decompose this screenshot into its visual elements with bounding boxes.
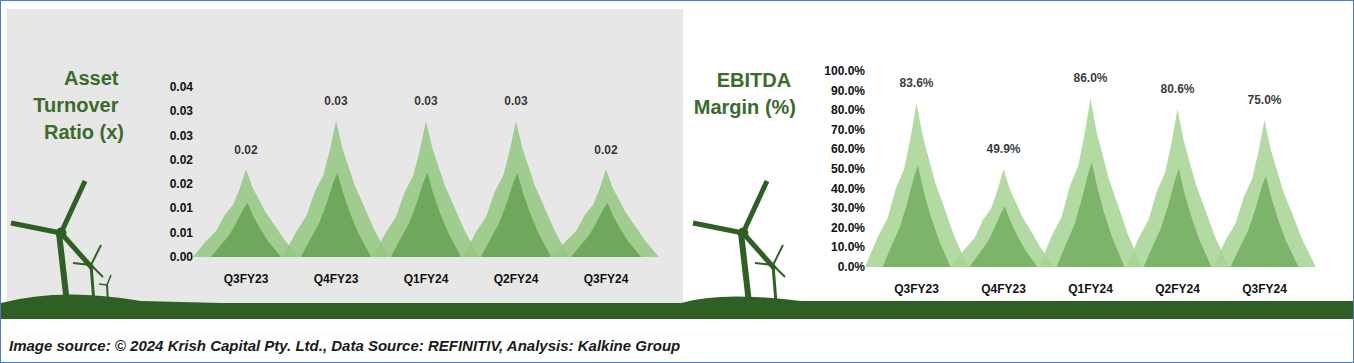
html-text:Image source: © 2024 Krish Cap: Image source: © 2024 Krish Capital Pty. … xyxy=(9,337,681,354)
svg-text:Q2FY24: Q2FY24 xyxy=(1155,282,1200,296)
svg-text:0.03: 0.03 xyxy=(414,94,438,108)
svg-text:40.0%: 40.0% xyxy=(831,182,865,196)
svg-text:50.0%: 50.0% xyxy=(831,162,865,176)
svg-text:30.0%: 30.0% xyxy=(831,201,865,215)
svg-text:Asset: Asset xyxy=(64,67,124,89)
svg-text:10.0%: 10.0% xyxy=(831,240,865,254)
svg-text:Q2FY24: Q2FY24 xyxy=(494,272,539,286)
svg-text:Q1FY24: Q1FY24 xyxy=(404,272,449,286)
svg-text:70.0%: 70.0% xyxy=(831,123,865,137)
svg-text:20.0%: 20.0% xyxy=(831,221,865,235)
svg-text:Turnover: Turnover xyxy=(33,94,124,116)
svg-text:0.02: 0.02 xyxy=(594,143,618,157)
svg-text:0.01: 0.01 xyxy=(170,226,194,240)
svg-text:Q4FY23: Q4FY23 xyxy=(314,272,359,286)
svg-text:83.6%: 83.6% xyxy=(899,76,933,90)
svg-text:Margin (%): Margin (%) xyxy=(694,96,796,118)
svg-text:Q4FY23: Q4FY23 xyxy=(981,282,1026,296)
svg-text:0.03: 0.03 xyxy=(170,104,194,118)
svg-text:Q3FY24: Q3FY24 xyxy=(1242,282,1287,296)
svg-text:Q3FY24: Q3FY24 xyxy=(584,272,629,286)
svg-text:0.03: 0.03 xyxy=(324,94,348,108)
svg-text:80.0%: 80.0% xyxy=(831,103,865,117)
svg-text:100.0%: 100.0% xyxy=(824,64,865,78)
svg-text:EBITDA: EBITDA xyxy=(717,69,796,91)
svg-text:0.02: 0.02 xyxy=(170,153,194,167)
svg-text:Q1FY24: Q1FY24 xyxy=(1068,282,1113,296)
svg-text:80.6%: 80.6% xyxy=(1160,82,1194,96)
svg-text:60.0%: 60.0% xyxy=(831,142,865,156)
svg-text:0.01: 0.01 xyxy=(170,201,194,215)
svg-text:0.02: 0.02 xyxy=(234,143,258,157)
svg-text:75.0%: 75.0% xyxy=(1247,93,1281,107)
svg-text:Q3FY23: Q3FY23 xyxy=(224,272,269,286)
svg-text:86.0%: 86.0% xyxy=(1073,71,1107,85)
svg-text:Ratio (x): Ratio (x) xyxy=(44,121,124,143)
svg-text:0.00: 0.00 xyxy=(170,250,194,264)
svg-text:49.9%: 49.9% xyxy=(986,142,1020,156)
svg-text:0.04: 0.04 xyxy=(170,80,194,94)
svg-text:Q3FY23: Q3FY23 xyxy=(894,282,939,296)
svg-text:0.02: 0.02 xyxy=(170,177,194,191)
svg-text:90.0%: 90.0% xyxy=(831,84,865,98)
svg-text:0.03: 0.03 xyxy=(504,94,528,108)
svg-text:0.03: 0.03 xyxy=(170,129,194,143)
svg-text:0.0%: 0.0% xyxy=(838,260,866,274)
